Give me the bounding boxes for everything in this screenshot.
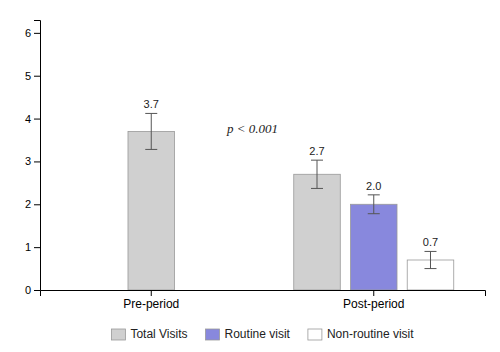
data-label: 2.7: [309, 145, 324, 157]
tick-mark: [34, 247, 40, 248]
error-bar: [311, 160, 323, 188]
legend-swatch: [206, 329, 220, 340]
tick-mark: [151, 290, 152, 296]
tick-mark: [34, 161, 40, 162]
legend-label: Non-routine visit: [327, 327, 414, 341]
legend: Total Visits Routine visit Non-routine vis…: [111, 327, 414, 341]
tick-mark: [34, 204, 40, 205]
tick-mark: [34, 33, 40, 34]
tick-label: 6: [25, 27, 31, 39]
chart: 0 1 2 3 4 5 6 Pre-period Post-period 3.7 2.7 2.0 0.7…: [0, 0, 500, 352]
tick-label: 3: [25, 155, 31, 167]
error-bar: [368, 195, 380, 214]
tick-label: 1: [25, 241, 31, 253]
y-axis: 0 1 2 3 4 5 6: [25, 21, 41, 297]
axis-line: [34, 21, 41, 291]
tick: 2: [25, 198, 40, 210]
tick-mark: [34, 76, 40, 77]
legend-swatch: [111, 329, 125, 340]
legend-label: Routine visit: [225, 327, 291, 341]
data-label: 3.7: [144, 98, 159, 110]
tick-label: 2: [25, 198, 31, 210]
legend-item: Non-routine visit: [308, 327, 414, 341]
tick: 0: [25, 284, 40, 296]
tick-mark: [34, 290, 40, 291]
axis-line: [41, 291, 486, 297]
labels: 3.7 2.7 2.0 0.7 p < 0.001: [144, 98, 439, 248]
bar: [350, 204, 397, 290]
data-label: 2.0: [366, 180, 381, 192]
bars: [128, 113, 454, 290]
bar: [294, 174, 341, 290]
legend-label: Total Visits: [130, 327, 187, 341]
tick-label: 4: [25, 113, 31, 125]
tick-mark: [34, 119, 40, 120]
tick-mark: [373, 290, 374, 296]
error-bar: [424, 251, 436, 268]
tick-label: 5: [25, 70, 31, 82]
tick-label: 0: [25, 284, 31, 296]
tick: 1: [25, 241, 40, 253]
legend-item: Total Visits: [111, 327, 187, 341]
plot: 0 1 2 3 4 5 6 Pre-period Post-period 3.7 2.7 2.0 0.7…: [25, 21, 486, 311]
tick: 4: [25, 113, 40, 125]
annotation: p < 0.001: [226, 121, 278, 136]
x-axis: Pre-period Post-period: [41, 290, 486, 311]
tick: Post-period: [343, 290, 404, 311]
bar: [128, 131, 175, 290]
tick-label: Post-period: [343, 297, 404, 311]
legend-swatch: [308, 329, 322, 340]
tick: 6: [25, 27, 40, 39]
tick: 5: [25, 70, 40, 82]
tick-label: Pre-period: [123, 297, 179, 311]
legend-item: Routine visit: [206, 327, 291, 341]
tick: Pre-period: [123, 290, 179, 311]
tick: 3: [25, 155, 40, 167]
error-bar: [145, 113, 157, 149]
data-label: 0.7: [423, 236, 438, 248]
